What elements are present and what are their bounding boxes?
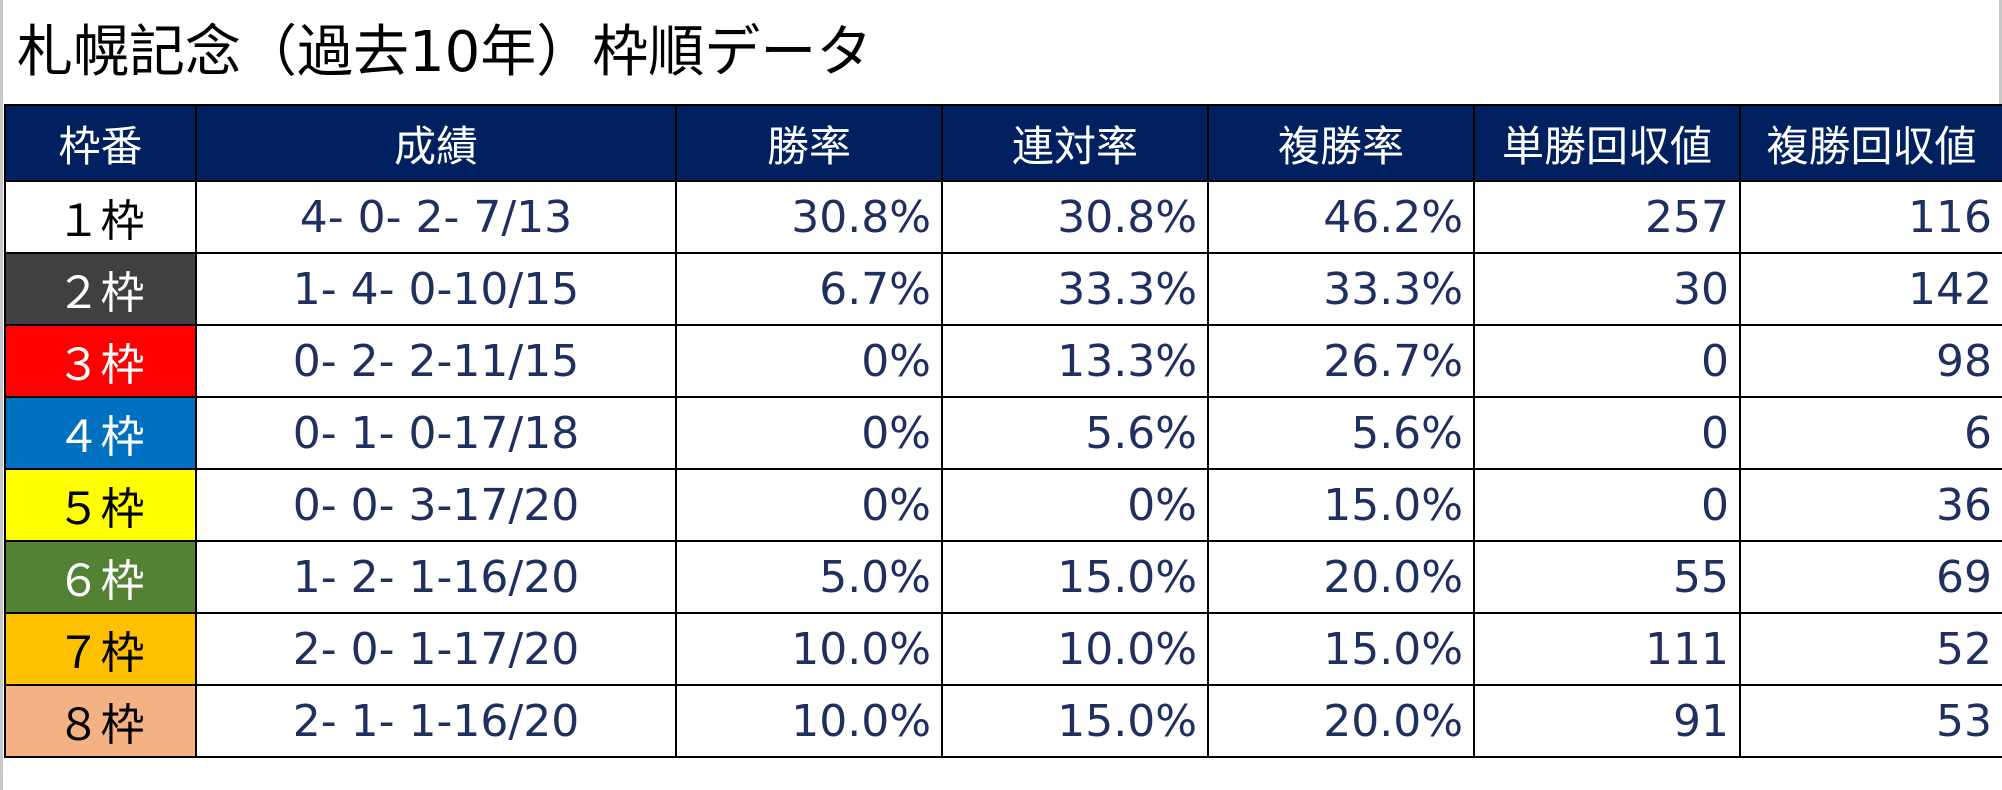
fukusho-rate-cell: 20.0% [1207,684,1475,758]
header-rentai-rate: 連対率 [941,104,1209,182]
win-rate-cell: 0% [675,468,943,542]
table-body: １枠 4- 0- 2- 7/13 30.8% 30.8% 46.2% 257 1… [4,180,2002,758]
rentai-rate-cell: 0% [941,468,1209,542]
fukusho-return-cell: 142 [1739,252,2002,326]
waku-cell: ８枠 [4,684,197,758]
fukusho-rate-cell: 20.0% [1207,540,1475,614]
waku-cell: ６枠 [4,540,197,614]
fukusho-rate-cell: 15.0% [1207,468,1475,542]
waku-cell: ３枠 [4,324,197,398]
tansho-return-cell: 111 [1473,612,1741,686]
header-tansho-return: 単勝回収値 [1473,104,1741,182]
rentai-rate-cell: 15.0% [941,540,1209,614]
fukusho-rate-cell: 26.7% [1207,324,1475,398]
header-fukusho-rate: 複勝率 [1207,104,1475,182]
fukusho-rate-cell: 15.0% [1207,612,1475,686]
table-row: ６枠 1- 2- 1-16/20 5.0% 15.0% 20.0% 55 69 [4,540,2002,614]
table-row: ５枠 0- 0- 3-17/20 0% 0% 15.0% 0 36 [4,468,2002,542]
win-rate-cell: 5.0% [675,540,943,614]
record-cell: 1- 4- 0-10/15 [195,252,677,326]
header-win-rate: 勝率 [675,104,943,182]
tansho-return-cell: 0 [1473,324,1741,398]
fukusho-return-cell: 36 [1739,468,2002,542]
waku-cell: １枠 [4,180,197,254]
record-cell: 0- 1- 0-17/18 [195,396,677,470]
win-rate-cell: 6.7% [675,252,943,326]
table-row: ４枠 0- 1- 0-17/18 0% 5.6% 5.6% 0 6 [4,396,2002,470]
table-row: ２枠 1- 4- 0-10/15 6.7% 33.3% 33.3% 30 142 [4,252,2002,326]
win-rate-cell: 0% [675,396,943,470]
rentai-rate-cell: 30.8% [941,180,1209,254]
header-row: 枠番 成績 勝率 連対率 複勝率 単勝回収値 複勝回収値 [4,104,2002,182]
record-cell: 0- 2- 2-11/15 [195,324,677,398]
header-waku: 枠番 [4,104,197,182]
record-cell: 1- 2- 1-16/20 [195,540,677,614]
fukusho-return-cell: 69 [1739,540,2002,614]
rentai-rate-cell: 10.0% [941,612,1209,686]
fukusho-return-cell: 98 [1739,324,2002,398]
fukusho-rate-cell: 46.2% [1207,180,1475,254]
fukusho-return-cell: 116 [1739,180,2002,254]
win-rate-cell: 0% [675,324,943,398]
tansho-return-cell: 0 [1473,468,1741,542]
rentai-rate-cell: 13.3% [941,324,1209,398]
page-title: 札幌記念（過去10年）枠順データ [17,20,873,85]
tansho-return-cell: 91 [1473,684,1741,758]
table-row: １枠 4- 0- 2- 7/13 30.8% 30.8% 46.2% 257 1… [4,180,2002,254]
tansho-return-cell: 257 [1473,180,1741,254]
record-cell: 4- 0- 2- 7/13 [195,180,677,254]
fukusho-return-cell: 6 [1739,396,2002,470]
fukusho-return-cell: 52 [1739,612,2002,686]
fukusho-rate-cell: 33.3% [1207,252,1475,326]
table-header: 枠番 成績 勝率 連対率 複勝率 単勝回収値 複勝回収値 [4,104,2002,182]
record-cell: 2- 1- 1-16/20 [195,684,677,758]
tansho-return-cell: 55 [1473,540,1741,614]
waku-stats-table: 枠番 成績 勝率 連対率 複勝率 単勝回収値 複勝回収値 １枠 4- 0- 2-… [4,104,2002,758]
table-row: ８枠 2- 1- 1-16/20 10.0% 15.0% 20.0% 91 53 [4,684,2002,758]
right-edge-divider [1999,0,2002,104]
tansho-return-cell: 0 [1473,396,1741,470]
tansho-return-cell: 30 [1473,252,1741,326]
waku-cell: ５枠 [4,468,197,542]
rentai-rate-cell: 15.0% [941,684,1209,758]
waku-cell: ４枠 [4,396,197,470]
rentai-rate-cell: 33.3% [941,252,1209,326]
win-rate-cell: 30.8% [675,180,943,254]
win-rate-cell: 10.0% [675,684,943,758]
record-cell: 2- 0- 1-17/20 [195,612,677,686]
header-fukusho-return: 複勝回収値 [1739,104,2002,182]
win-rate-cell: 10.0% [675,612,943,686]
record-cell: 0- 0- 3-17/20 [195,468,677,542]
waku-cell: ７枠 [4,612,197,686]
waku-cell: ２枠 [4,252,197,326]
fukusho-return-cell: 53 [1739,684,2002,758]
fukusho-rate-cell: 5.6% [1207,396,1475,470]
table-row: ７枠 2- 0- 1-17/20 10.0% 10.0% 15.0% 111 5… [4,612,2002,686]
table-row: ３枠 0- 2- 2-11/15 0% 13.3% 26.7% 0 98 [4,324,2002,398]
rentai-rate-cell: 5.6% [941,396,1209,470]
header-record: 成績 [195,104,677,182]
